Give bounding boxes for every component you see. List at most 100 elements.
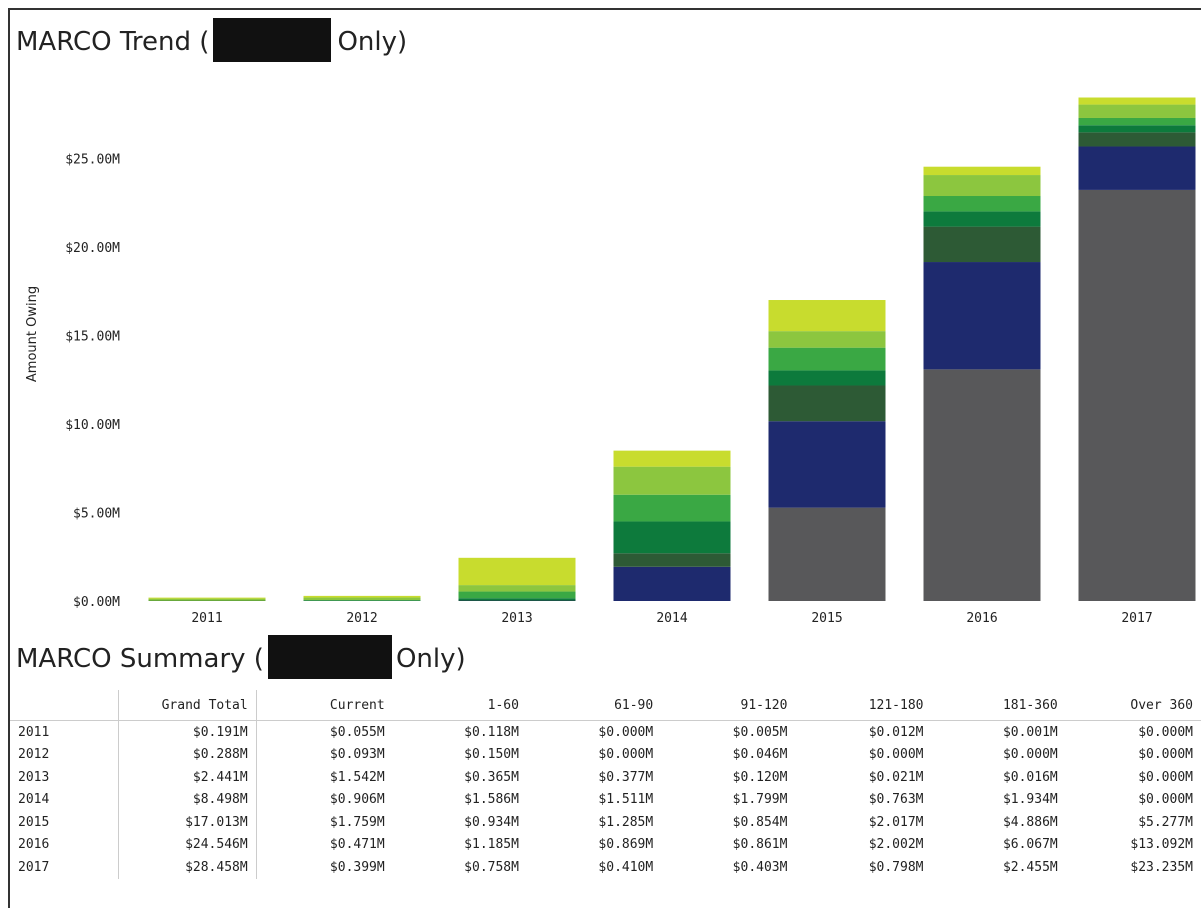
table-cell: $0.005M [732,724,788,740]
bar-segment-91-120-2012 [303,600,421,601]
trend-chart: Amount Owing $0.00M $5.00M $10.00M $15.00M $2… [25,97,1196,626]
table-row: 2016 $24.546M $0.471M $1.185M $0.869M $0.861M… [10,833,1201,856]
bar-segment-1-60-2012 [303,597,421,601]
bar-segment-1-60-2014 [613,466,731,495]
table-header-row: Grand Total Current 1-60 61-90 91-120 121-180… [10,690,1201,721]
table-cell: $0.798M [868,859,924,875]
bar-segment-121-180-2015 [768,385,886,422]
bar-segment-91-120-2016 [923,211,1041,227]
table-row: 2012 $0.288M $0.093M $0.150M $0.000M $0.046M $… [10,743,1201,766]
table-cell: $0.000M [1138,792,1193,808]
bar-segment-181-360-2015 [768,421,886,508]
redaction-box [213,18,332,62]
bar-segment-91-120-2017 [1078,125,1196,133]
bar-segment-1-60-2015 [768,331,886,348]
table-cell: $5.277M [1138,814,1193,830]
table-cell: $0.000M [1138,724,1193,740]
summary-title-suffix: Only) [395,644,466,674]
bar-segment-61-90-2015 [768,347,886,371]
table-cell: $0.399M [329,859,385,875]
table-cell: $0.046M [732,747,788,763]
x-tick-label: 2013 [501,611,532,626]
x-tick-label: 2016 [966,611,997,626]
y-tick-label: $15.00M [65,330,120,345]
table-cell: $0.869M [598,837,654,853]
bar-segment-current-2011 [148,597,266,599]
header-cell: 1-60 [392,690,527,721]
bar-segment-121-180-2014 [613,553,731,567]
header-cell: Grand Total [118,690,257,721]
bar-segment-61-90-2014 [613,494,731,522]
table-cell: $0.000M [868,747,924,763]
x-tick-label: 2015 [811,611,842,626]
bar-segment-1-60-2013 [458,585,576,592]
table-cell: $0.758M [464,859,519,875]
row-year: 2012 [10,743,119,766]
table-cell: $1.542M [329,769,385,785]
bar-segment-61-90-2017 [1078,117,1196,126]
table-cell: $8.498M [118,788,257,811]
row-year: 2014 [10,788,119,811]
table-cell: $0.001M [1002,724,1058,740]
table-cell: $0.000M [598,724,654,740]
table-cell: $0.016M [1002,769,1058,785]
y-tick-label: $5.00M [73,507,120,522]
redaction-box [267,635,392,679]
trend-title: MARCO Trend ( Only) [16,18,407,64]
table-cell: $0.150M [464,747,519,763]
table-cell: $13.092M [1130,837,1193,853]
row-year: 2011 [10,720,119,744]
bar-segment-over-360-2015 [768,507,886,601]
table-cell: $1.759M [329,814,385,830]
bar-segment-91-120-2014 [613,521,731,554]
table-cell: $0.118M [464,724,519,740]
table-cell: $0.403M [732,859,788,875]
table-row: 2017 $28.458M $0.399M $0.758M $0.410M $0.403M… [10,856,1201,879]
bar-segment-current-2014 [613,450,731,467]
bar-segment-61-90-2013 [458,591,576,599]
table-cell: $24.546M [118,833,257,856]
table-cell: $1.799M [732,792,788,808]
header-cell: 61-90 [526,690,662,721]
table-cell: $1.185M [464,837,519,853]
y-tick-label: $0.00M [73,595,120,610]
table-cell: $0.906M [329,792,385,808]
y-tick-label: $20.00M [65,241,120,256]
summary-table: Grand Total Current 1-60 61-90 91-120 121-180… [10,690,1201,879]
bar-segment-181-360-2017 [1078,146,1196,190]
table-cell: $0.012M [868,724,924,740]
summary-title-prefix: MARCO Summary ( [16,644,264,674]
header-cell: 121-180 [795,690,932,721]
table-cell: $28.458M [118,856,257,879]
row-year: 2015 [10,811,119,834]
bar-segment-1-60-2011 [148,598,266,601]
table-cell: $2.441M [118,766,257,789]
table-cell: $1.586M [464,792,519,808]
table-cell: $0.934M [464,814,519,830]
table-cell: $2.002M [868,837,924,853]
table-cell: $0.055M [329,724,385,740]
bar-segment-121-180-2017 [1078,132,1196,147]
table-row: 2011 $0.191M $0.055M $0.118M $0.000M $0.005M $… [10,720,1201,744]
row-year: 2016 [10,833,119,856]
table-cell: $0.854M [732,814,788,830]
y-axis-label: Amount Owing [25,286,40,382]
table-cell: $0.191M [118,720,257,744]
table-cell: $0.471M [329,837,385,853]
table-cell: $0.365M [464,769,519,785]
bar-segment-current-2013 [458,557,576,586]
table-cell: $0.000M [1138,747,1193,763]
table-cell: $2.455M [1002,859,1058,875]
y-tick-label: $25.00M [65,153,120,168]
summary-title: MARCO Summary ( Only) [16,635,466,681]
row-year: 2017 [10,856,119,879]
table-cell: $0.410M [598,859,654,875]
bar-segment-over-360-2016 [923,369,1041,601]
header-cell: 91-120 [661,690,796,721]
table-cell: $0.861M [732,837,788,853]
bar-segment-current-2016 [923,166,1041,176]
table-cell: $0.000M [1138,769,1193,785]
bar-segment-1-60-2017 [1078,104,1196,118]
bar-segment-1-60-2016 [923,175,1041,197]
bar-segment-181-360-2014 [613,566,731,601]
